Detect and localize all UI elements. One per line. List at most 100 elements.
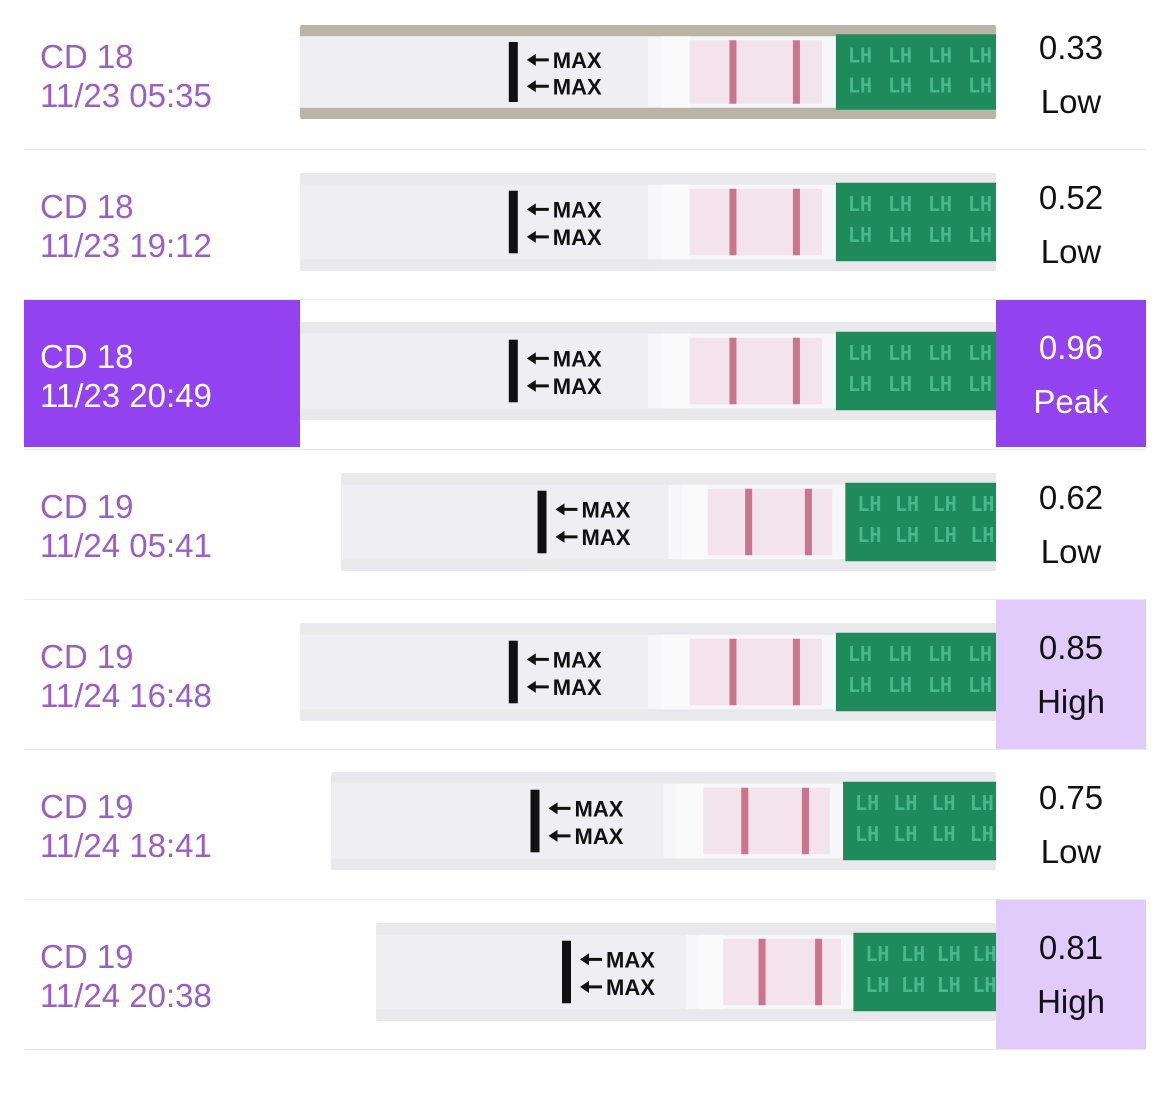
lh-print: LH bbox=[928, 341, 952, 365]
lh-print: LH bbox=[928, 372, 952, 396]
lh-print: LH bbox=[970, 791, 994, 815]
lh-print: LH bbox=[968, 372, 992, 396]
test-datetime: 11/23 20:49 bbox=[40, 377, 212, 414]
test-line bbox=[801, 787, 809, 855]
lh-level: Peak bbox=[1033, 383, 1109, 420]
test-row[interactable]: CD 19 11/24 18:41 MAX MAX LH LH LH LH LH LH LH LH… bbox=[24, 750, 1146, 900]
test-line bbox=[804, 488, 812, 556]
lh-print: LH bbox=[848, 192, 872, 216]
lh-level: Low bbox=[1040, 833, 1102, 870]
lh-print: LH bbox=[848, 43, 872, 67]
test-line bbox=[741, 787, 749, 855]
max-label: MAX bbox=[553, 374, 602, 399]
lh-print: LH bbox=[968, 43, 992, 67]
lh-print: LH bbox=[848, 642, 872, 666]
test-line bbox=[792, 188, 800, 256]
result-box: 0.33 Low bbox=[996, 0, 1146, 149]
result-box: 0.85 High bbox=[996, 600, 1146, 749]
result-box: 0.81 High bbox=[996, 900, 1146, 1049]
lh-print: LH bbox=[857, 492, 881, 516]
lh-print: LH bbox=[928, 192, 952, 216]
lh-print: LH bbox=[937, 942, 961, 966]
row-label: CD 18 11/23 20:49 bbox=[24, 300, 300, 447]
lh-print: LH bbox=[968, 73, 992, 97]
test-line bbox=[729, 188, 737, 256]
test-row[interactable]: CD 19 11/24 20:38 MAX MAX LH LH LH LH LH LH LH LH… bbox=[24, 900, 1146, 1050]
lh-print: LH bbox=[970, 822, 994, 846]
test-datetime: 11/24 05:41 bbox=[40, 527, 212, 564]
lh-print: LH bbox=[848, 223, 872, 247]
lh-level: Low bbox=[1040, 233, 1102, 270]
lh-print: LH bbox=[855, 791, 879, 815]
lh-print: LH bbox=[848, 341, 872, 365]
test-line bbox=[745, 488, 753, 556]
test-line bbox=[758, 938, 766, 1006]
row-label: CD 19 11/24 20:38 bbox=[24, 900, 300, 1049]
test-datetime: 11/24 16:48 bbox=[40, 677, 212, 714]
test-datetime: 11/23 05:35 bbox=[40, 77, 212, 114]
row-label: CD 19 11/24 05:41 bbox=[24, 450, 300, 599]
lh-print: LH bbox=[933, 492, 957, 516]
lh-print: LH bbox=[857, 523, 881, 547]
lh-ratio-value: 0.85 bbox=[1038, 629, 1104, 666]
max-label: MAX bbox=[553, 346, 602, 371]
lh-ratio-value: 0.81 bbox=[1038, 929, 1104, 966]
test-line bbox=[729, 638, 737, 706]
lh-print: LH bbox=[928, 223, 952, 247]
max-label: MAX bbox=[582, 525, 631, 550]
test-row[interactable]: CD 18 11/23 05:35 MAX MAX LH LH LH LH LH LH LH LH… bbox=[24, 0, 1146, 150]
lh-print: LH bbox=[848, 673, 872, 697]
max-label: MAX bbox=[575, 824, 624, 849]
lh-ratio-value: 0.33 bbox=[1038, 29, 1104, 66]
test-strip-photo: MAX MAX LH LH LH LH LH LH LH LH bbox=[300, 25, 996, 119]
result-box: 0.52 Low bbox=[996, 150, 1146, 299]
lh-print: LH bbox=[933, 523, 957, 547]
test-strip-photo: MAX MAX LH LH LH LH LH LH LH LH bbox=[331, 772, 996, 870]
test-strip-photo: MAX MAX LH LH LH LH LH LH LH LH bbox=[300, 322, 996, 420]
lh-print: LH bbox=[972, 973, 996, 997]
test-datetime: 11/24 18:41 bbox=[40, 827, 212, 864]
test-line bbox=[792, 337, 800, 405]
test-line bbox=[792, 40, 800, 104]
lh-print: LH bbox=[888, 43, 912, 67]
lh-print: LH bbox=[888, 341, 912, 365]
test-row[interactable]: CD 19 11/24 16:48 MAX MAX LH LH LH LH LH LH LH LH… bbox=[24, 600, 1146, 750]
test-strip-photo: MAX MAX LH LH LH LH LH LH LH LH bbox=[300, 623, 996, 721]
test-row[interactable]: CD 19 11/24 05:41 MAX MAX LH LH LH LH LH LH LH LH… bbox=[24, 450, 1146, 600]
cycle-day: CD 18 bbox=[40, 338, 134, 375]
lh-print: LH bbox=[932, 822, 956, 846]
test-row[interactable]: CD 18 11/23 19:12 MAX MAX LH LH LH LH LH LH LH LH… bbox=[24, 150, 1146, 300]
lh-print: LH bbox=[895, 523, 919, 547]
cycle-day: CD 19 bbox=[40, 488, 134, 525]
lh-print: LH bbox=[970, 492, 994, 516]
result-box: 0.62 Low bbox=[996, 450, 1146, 599]
lh-print: LH bbox=[968, 642, 992, 666]
lh-print: LH bbox=[968, 192, 992, 216]
max-label: MAX bbox=[575, 796, 624, 821]
max-label: MAX bbox=[606, 947, 655, 972]
max-label: MAX bbox=[553, 197, 602, 222]
lh-print: LH bbox=[895, 492, 919, 516]
lh-print: LH bbox=[888, 192, 912, 216]
lh-print: LH bbox=[865, 973, 889, 997]
test-datetime: 11/24 20:38 bbox=[40, 977, 212, 1014]
result-box: 0.96 Peak bbox=[996, 300, 1146, 447]
lh-print: LH bbox=[888, 642, 912, 666]
test-row[interactable]: CD 18 11/23 20:49 MAX MAX LH LH LH LH LH LH LH LH… bbox=[24, 300, 1146, 450]
test-line bbox=[792, 638, 800, 706]
lh-print: LH bbox=[928, 673, 952, 697]
lh-print: LH bbox=[970, 523, 994, 547]
lh-print: LH bbox=[972, 942, 996, 966]
result-box: 0.75 Low bbox=[996, 750, 1146, 899]
lh-print: LH bbox=[932, 791, 956, 815]
test-line bbox=[729, 40, 737, 104]
row-label: CD 18 11/23 05:35 bbox=[24, 0, 300, 149]
test-strip-photo: MAX MAX LH LH LH LH LH LH LH LH bbox=[376, 923, 996, 1021]
max-label: MAX bbox=[553, 74, 602, 99]
lh-print: LH bbox=[888, 223, 912, 247]
